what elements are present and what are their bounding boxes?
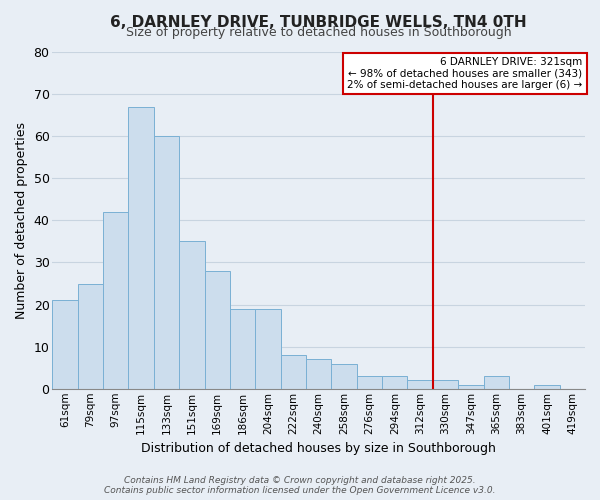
Bar xyxy=(77,284,103,389)
Bar xyxy=(357,376,382,389)
X-axis label: Distribution of detached houses by size in Southborough: Distribution of detached houses by size … xyxy=(141,442,496,455)
Y-axis label: Number of detached properties: Number of detached properties xyxy=(15,122,28,319)
Bar xyxy=(306,360,331,389)
Bar xyxy=(433,380,458,389)
Bar xyxy=(407,380,433,389)
Bar xyxy=(128,106,154,389)
Text: 6 DARNLEY DRIVE: 321sqm
← 98% of detached houses are smaller (343)
2% of semi-de: 6 DARNLEY DRIVE: 321sqm ← 98% of detache… xyxy=(347,57,583,90)
Bar xyxy=(103,212,128,389)
Bar xyxy=(179,242,205,389)
Bar xyxy=(154,136,179,389)
Text: Size of property relative to detached houses in Southborough: Size of property relative to detached ho… xyxy=(126,26,511,38)
Bar xyxy=(534,384,560,389)
Bar xyxy=(281,355,306,389)
Bar xyxy=(52,300,77,389)
Bar xyxy=(255,309,281,389)
Bar xyxy=(230,309,255,389)
Title: 6, DARNLEY DRIVE, TUNBRIDGE WELLS, TN4 0TH: 6, DARNLEY DRIVE, TUNBRIDGE WELLS, TN4 0… xyxy=(110,15,527,30)
Bar xyxy=(382,376,407,389)
Bar xyxy=(205,271,230,389)
Bar xyxy=(331,364,357,389)
Bar xyxy=(458,384,484,389)
Text: Contains HM Land Registry data © Crown copyright and database right 2025.
Contai: Contains HM Land Registry data © Crown c… xyxy=(104,476,496,495)
Bar xyxy=(484,376,509,389)
